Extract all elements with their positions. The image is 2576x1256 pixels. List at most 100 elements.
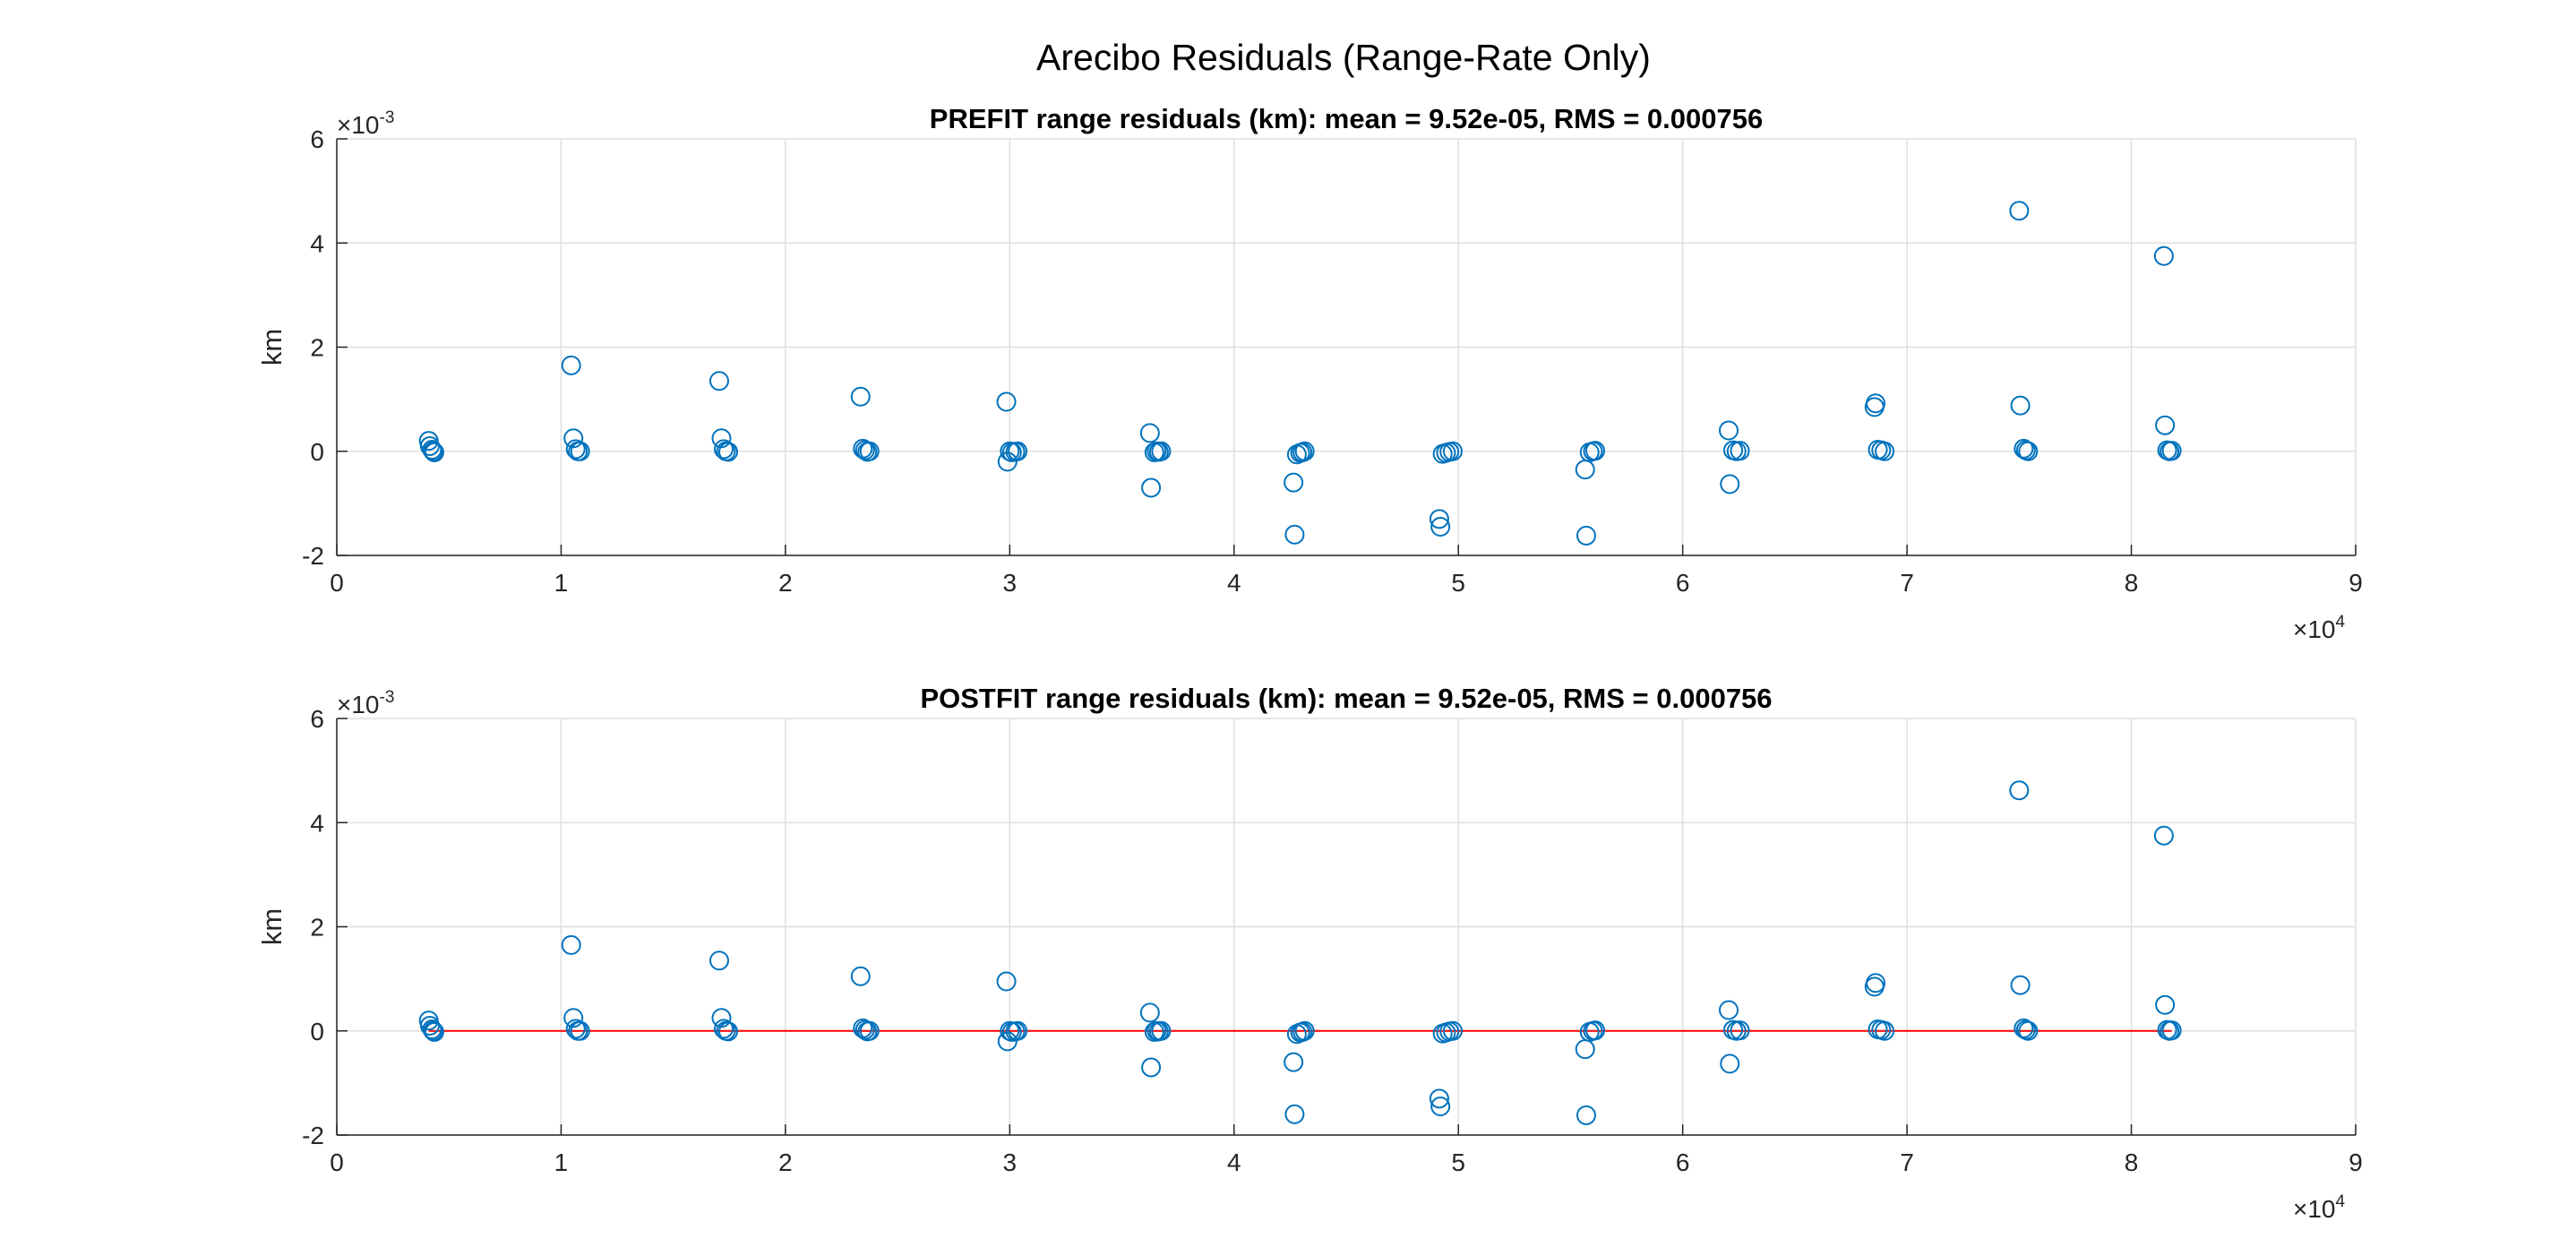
prefit-x-tick-label: 3 xyxy=(1003,569,1018,597)
prefit-data-point xyxy=(2009,201,2030,221)
postfit-y-axis-label: km xyxy=(256,908,288,945)
postfit-data-point xyxy=(718,1021,739,1042)
prefit-data-point xyxy=(561,355,581,375)
postfit-x-tick-label: 7 xyxy=(1900,1148,1914,1176)
postfit-x-tick-label: 1 xyxy=(554,1148,569,1176)
postfit-data-point xyxy=(563,1008,584,1028)
postfit-data-point xyxy=(1442,1020,1463,1041)
prefit-data-point xyxy=(1141,477,1162,498)
prefit-data-point xyxy=(423,441,443,461)
postfit-y-tick-label: 6 xyxy=(310,705,324,733)
prefit-x-tick-label: 4 xyxy=(1227,569,1241,597)
prefit-axis-frame xyxy=(336,138,2357,556)
prefit-y-exponent-base: ×10 xyxy=(337,111,380,139)
prefit-y-exponent: ×10-3 xyxy=(337,108,394,139)
prefit-data-point xyxy=(1576,525,1596,546)
prefit-data-point xyxy=(1730,441,1750,461)
postfit-data-point xyxy=(1141,1057,1162,1078)
postfit-data-point xyxy=(997,1031,1018,1052)
postfit-data-point xyxy=(423,1020,443,1041)
postfit-data-point xyxy=(1294,1020,1315,1041)
prefit-data-point xyxy=(1294,441,1315,461)
postfit-data-point xyxy=(1584,1020,1605,1041)
postfit-data-points xyxy=(418,780,2182,1125)
prefit-data-point xyxy=(1875,441,1895,461)
postfit-data-point xyxy=(424,1021,444,1042)
postfit-x-tick-label: 8 xyxy=(2125,1148,2139,1176)
postfit-data-point xyxy=(570,1020,590,1041)
prefit-data-point xyxy=(2155,415,2176,435)
prefit-data-point xyxy=(1430,517,1451,538)
prefit-data-point xyxy=(2161,441,2182,461)
figure-title: Arecibo Residuals (Range-Rate Only) xyxy=(1036,37,1651,78)
prefit-data-point xyxy=(2153,245,2174,266)
prefit-data-point xyxy=(714,439,734,460)
postfit-data-point xyxy=(2018,1020,2039,1041)
postfit-axis-frame xyxy=(336,718,2357,1136)
prefit-y-tick-label: 0 xyxy=(310,438,324,466)
prefit-y-tick-label: 4 xyxy=(310,229,324,257)
prefit-data-point xyxy=(1429,509,1449,529)
postfit-x-exponent-base: ×10 xyxy=(2293,1195,2336,1223)
prefit-data-point xyxy=(718,442,739,462)
prefit-x-exponent: ×104 xyxy=(2293,613,2346,643)
postfit-data-point xyxy=(1719,1000,1739,1020)
prefit-x-exponent-base: ×10 xyxy=(2293,615,2336,643)
prefit-data-point xyxy=(419,435,440,456)
prefit-x-tick-label: 5 xyxy=(1451,569,1465,597)
prefit-data-point xyxy=(1866,393,1886,414)
postfit-data-point xyxy=(2155,994,2176,1015)
prefit-data-point xyxy=(1719,420,1739,441)
prefit-data-point xyxy=(850,386,871,407)
postfit-x-tick-label: 5 xyxy=(1451,1148,1465,1176)
postfit-data-point xyxy=(422,1019,442,1040)
postfit-data-point xyxy=(1875,1020,1895,1041)
prefit-x-tick-labels: 0 1 2 3 4 5 6 7 8 9 xyxy=(330,569,2363,597)
prefit-data-point xyxy=(2018,441,2039,461)
prefit-x-tick-label: 6 xyxy=(1676,569,1690,597)
prefit-x-tick-label: 1 xyxy=(554,569,569,597)
postfit-data-point xyxy=(2010,975,2031,995)
prefit-data-point xyxy=(2014,438,2034,459)
postfit-data-point xyxy=(1284,1104,1305,1124)
postfit-data-point xyxy=(859,1020,880,1041)
prefit-data-point xyxy=(1584,441,1605,461)
prefit-y-tick-labels: -2 0 2 4 6 xyxy=(302,125,324,570)
prefit-data-point xyxy=(997,452,1018,472)
prefit-data-point xyxy=(1008,441,1028,461)
postfit-y-exponent: ×10-3 xyxy=(337,688,394,718)
postfit-y-exponent-power: -3 xyxy=(380,688,395,707)
postfit-data-point xyxy=(996,971,1017,992)
prefit-y-tick-label: -2 xyxy=(302,542,324,570)
prefit-x-tick-label: 9 xyxy=(2348,569,2363,597)
prefit-data-point xyxy=(1284,472,1304,493)
postfit-data-point xyxy=(1430,1097,1451,1117)
postfit-x-tick-label: 9 xyxy=(2348,1148,2363,1176)
prefit-data-point xyxy=(859,441,880,461)
postfit-x-tick-label: 0 xyxy=(330,1148,344,1176)
postfit-x-exponent-power: 4 xyxy=(2336,1192,2346,1211)
postfit-x-tick-label: 2 xyxy=(778,1148,793,1176)
prefit-plot-title: PREFIT range residuals (km): mean = 9.52… xyxy=(930,103,1763,134)
postfit-y-exponent-base: ×10 xyxy=(337,691,380,718)
postfit-data-point xyxy=(2009,780,2030,801)
prefit-y-axis-label: km xyxy=(256,329,288,366)
prefit-x-tick-label: 0 xyxy=(330,569,344,597)
postfit-data-point xyxy=(709,951,730,971)
prefit-data-point xyxy=(424,442,444,462)
postfit-data-point xyxy=(1720,1054,1740,1074)
prefit-data-point xyxy=(996,391,1017,412)
postfit-data-point xyxy=(1730,1020,1750,1041)
postfit-data-point xyxy=(1429,1088,1449,1109)
postfit-data-point xyxy=(714,1019,734,1039)
postfit-y-tick-labels: -2 0 2 4 6 xyxy=(302,705,324,1149)
postfit-x-tick-label: 3 xyxy=(1003,1148,1018,1176)
prefit-data-point xyxy=(1720,474,1740,495)
postfit-x-exponent: ×104 xyxy=(2293,1192,2346,1223)
postfit-plot-title: POSTFIT range residuals (km): mean = 9.5… xyxy=(920,683,1772,714)
prefit-x-tick-label: 8 xyxy=(2125,569,2139,597)
